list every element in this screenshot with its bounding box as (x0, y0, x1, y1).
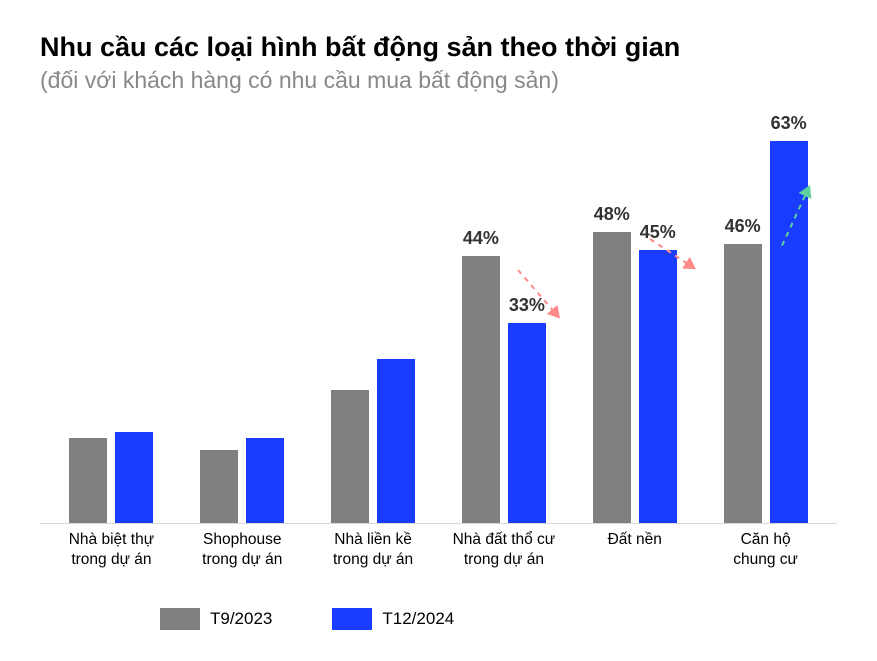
bar-value-label: 44% (463, 228, 499, 249)
bar-value-label: 33% (509, 295, 545, 316)
category-label: Đất nền (570, 530, 700, 550)
bar: 48% (593, 232, 631, 523)
category-label: Nhà liền kềtrong dự án (308, 530, 438, 570)
legend-item: T12/2024 (332, 608, 454, 630)
bar (200, 450, 238, 523)
category-label: Nhà đất thổ cưtrong dự án (439, 530, 569, 570)
bar-group: 46%63% (724, 141, 808, 523)
bar (69, 438, 107, 523)
bar-group: 48%45% (593, 232, 677, 523)
bar: 45% (639, 250, 677, 523)
legend-swatch (332, 608, 372, 630)
category-axis: Nhà biệt thựtrong dự ánShophousetrong dự… (40, 530, 837, 590)
chart-plot-area: 44%33%48%45%46%63% (40, 124, 837, 524)
legend-item: T9/2023 (160, 608, 272, 630)
chart-container: Nhu cầu các loại hình bất động sản theo … (0, 0, 877, 661)
bar (377, 359, 415, 523)
bar: 33% (508, 323, 546, 523)
bar-group (331, 359, 415, 523)
bar: 46% (724, 244, 762, 523)
chart-title: Nhu cầu các loại hình bất động sản theo … (40, 30, 837, 65)
chart-subtitle: (đối với khách hàng có nhu cầu mua bất đ… (40, 67, 837, 94)
category-label: Shophousetrong dự án (177, 530, 307, 570)
legend-swatch (160, 608, 200, 630)
bar-value-label: 48% (594, 204, 630, 225)
category-label: Căn hộchung cư (701, 530, 831, 570)
bar (331, 390, 369, 523)
bar: 63% (770, 141, 808, 523)
bar-value-label: 46% (725, 216, 761, 237)
bar-group (200, 438, 284, 523)
category-label: Nhà biệt thựtrong dự án (46, 530, 176, 570)
bar-value-label: 45% (640, 222, 676, 243)
legend-label: T12/2024 (382, 609, 454, 629)
legend-label: T9/2023 (210, 609, 272, 629)
chart-wrap: 44%33%48%45%46%63% Nhà biệt thựtrong dự … (40, 124, 837, 641)
legend: T9/2023 T12/2024 (40, 608, 837, 630)
bar: 44% (462, 256, 500, 523)
bar-value-label: 63% (771, 113, 807, 134)
bar-group: 44%33% (462, 256, 546, 523)
bar (246, 438, 284, 523)
bar (115, 432, 153, 523)
bar-group (69, 432, 153, 523)
